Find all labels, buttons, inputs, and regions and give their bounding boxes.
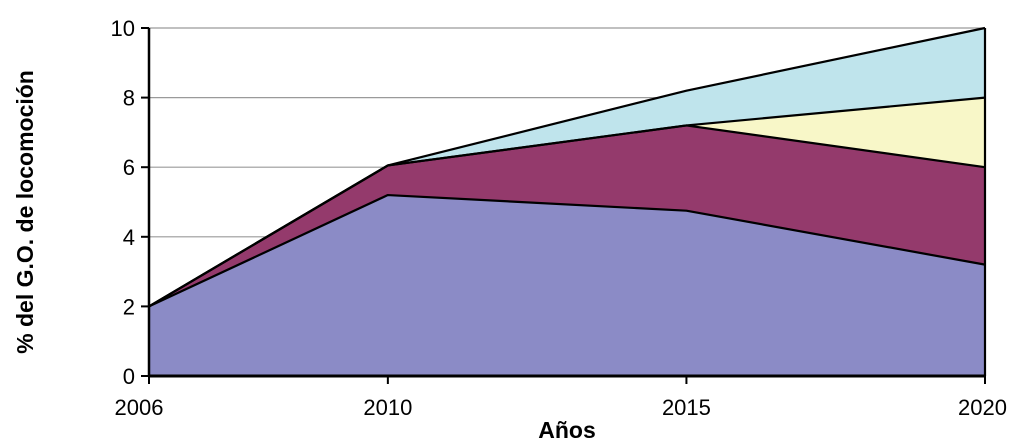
y-tick-label-0: 0 [123, 364, 135, 389]
stacked-areas [149, 28, 985, 376]
area-series-1 [149, 195, 985, 376]
x-tick-label-2020: 2020 [958, 395, 1007, 420]
area-series-2 [149, 125, 985, 307]
x-tick-label-2010: 2010 [363, 395, 412, 420]
x-axis-title: Años [538, 417, 596, 442]
y-tick-label-2: 2 [123, 294, 135, 319]
y-tick-label-4: 4 [123, 225, 135, 250]
y-tick-label-8: 8 [123, 86, 135, 111]
y-tick-label-10: 10 [111, 16, 135, 41]
x-tick-label-2006: 2006 [115, 395, 164, 420]
boundary-line-series-4 [148, 26, 986, 308]
y-tick-labels: 0 2 4 6 8 10 [111, 16, 135, 389]
y-axis-title: % del G.O. de locomoción [12, 70, 38, 354]
axes [141, 27, 987, 384]
area-series-3 [149, 97, 985, 307]
boundary-line-series-1 [148, 193, 986, 308]
x-tick-label-2015: 2015 [662, 395, 711, 420]
area-series-4 [149, 28, 985, 307]
y-tick-label-6: 6 [123, 155, 135, 180]
x-tick-labels: 2006 2010 2015 2020 [115, 395, 1007, 420]
series-boundary-lines [148, 26, 986, 308]
